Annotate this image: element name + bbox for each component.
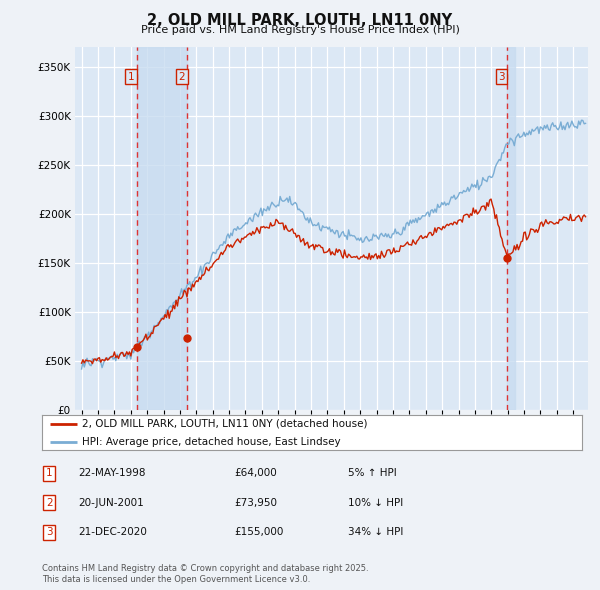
Text: 2: 2 xyxy=(178,71,185,81)
Text: Price paid vs. HM Land Registry's House Price Index (HPI): Price paid vs. HM Land Registry's House … xyxy=(140,25,460,35)
Text: Contains HM Land Registry data © Crown copyright and database right 2025.: Contains HM Land Registry data © Crown c… xyxy=(42,565,368,573)
Text: £73,950: £73,950 xyxy=(234,498,277,507)
Text: 3: 3 xyxy=(498,71,505,81)
Text: 20-JUN-2001: 20-JUN-2001 xyxy=(78,498,144,507)
Text: HPI: Average price, detached house, East Lindsey: HPI: Average price, detached house, East… xyxy=(83,437,341,447)
Text: 5% ↑ HPI: 5% ↑ HPI xyxy=(348,468,397,478)
Bar xyxy=(137,47,187,410)
Text: 2: 2 xyxy=(46,498,53,507)
Text: £64,000: £64,000 xyxy=(234,468,277,478)
Text: 21-DEC-2020: 21-DEC-2020 xyxy=(78,527,147,537)
Text: 34% ↓ HPI: 34% ↓ HPI xyxy=(348,527,403,537)
Text: 1: 1 xyxy=(128,71,134,81)
Bar xyxy=(507,47,515,410)
Text: 2, OLD MILL PARK, LOUTH, LN11 0NY (detached house): 2, OLD MILL PARK, LOUTH, LN11 0NY (detac… xyxy=(83,419,368,428)
Text: 22-MAY-1998: 22-MAY-1998 xyxy=(78,468,146,478)
Text: 3: 3 xyxy=(46,527,53,537)
Text: 10% ↓ HPI: 10% ↓ HPI xyxy=(348,498,403,507)
Text: £155,000: £155,000 xyxy=(234,527,283,537)
Text: This data is licensed under the Open Government Licence v3.0.: This data is licensed under the Open Gov… xyxy=(42,575,310,584)
Text: 2, OLD MILL PARK, LOUTH, LN11 0NY: 2, OLD MILL PARK, LOUTH, LN11 0NY xyxy=(148,13,452,28)
Text: 1: 1 xyxy=(46,468,53,478)
